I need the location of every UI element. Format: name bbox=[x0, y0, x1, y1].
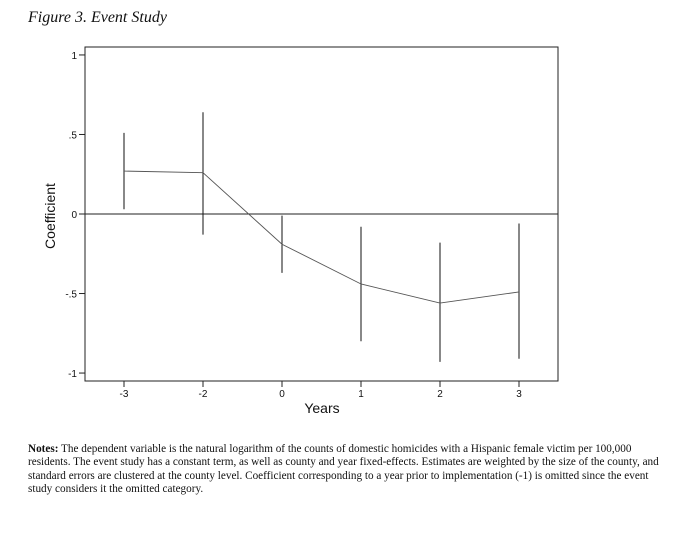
chart-svg: 1 .5 0 -.5 -1 -3 -2 0 1 2 3 Years Coefficient bbox=[42, 46, 559, 416]
x-tick-label: -2 bbox=[199, 389, 208, 400]
y-tick-label: 1 bbox=[71, 51, 77, 62]
x-tick-label: 2 bbox=[437, 389, 443, 400]
x-tick-label: 3 bbox=[516, 389, 522, 400]
x-tick-label: 0 bbox=[279, 389, 285, 400]
x-tick-label: 1 bbox=[358, 389, 364, 400]
event-study-chart: 1 .5 0 -.5 -1 -3 -2 0 1 2 3 Years Coefficient bbox=[42, 46, 559, 416]
y-tick-label: 0 bbox=[71, 210, 77, 221]
y-axis-ticks: 1 .5 0 -.5 -1 bbox=[65, 51, 85, 380]
x-axis-ticks: -3 -2 0 1 2 3 bbox=[120, 381, 522, 400]
y-axis-label: Coefficient bbox=[42, 183, 58, 249]
y-tick-label: -1 bbox=[68, 369, 77, 380]
y-tick-label: -.5 bbox=[65, 290, 77, 301]
y-tick-label: .5 bbox=[69, 130, 78, 141]
notes-label: Notes: bbox=[28, 443, 59, 455]
x-axis-label: Years bbox=[304, 400, 339, 416]
figure-notes: Notes: The dependent variable is the nat… bbox=[28, 443, 673, 497]
figure-title: Figure 3. Event Study bbox=[28, 9, 167, 26]
notes-text: The dependent variable is the natural lo… bbox=[28, 443, 659, 496]
coefficient-line bbox=[123, 170, 520, 304]
x-tick-label: -3 bbox=[120, 389, 129, 400]
confidence-intervals bbox=[123, 112, 520, 362]
